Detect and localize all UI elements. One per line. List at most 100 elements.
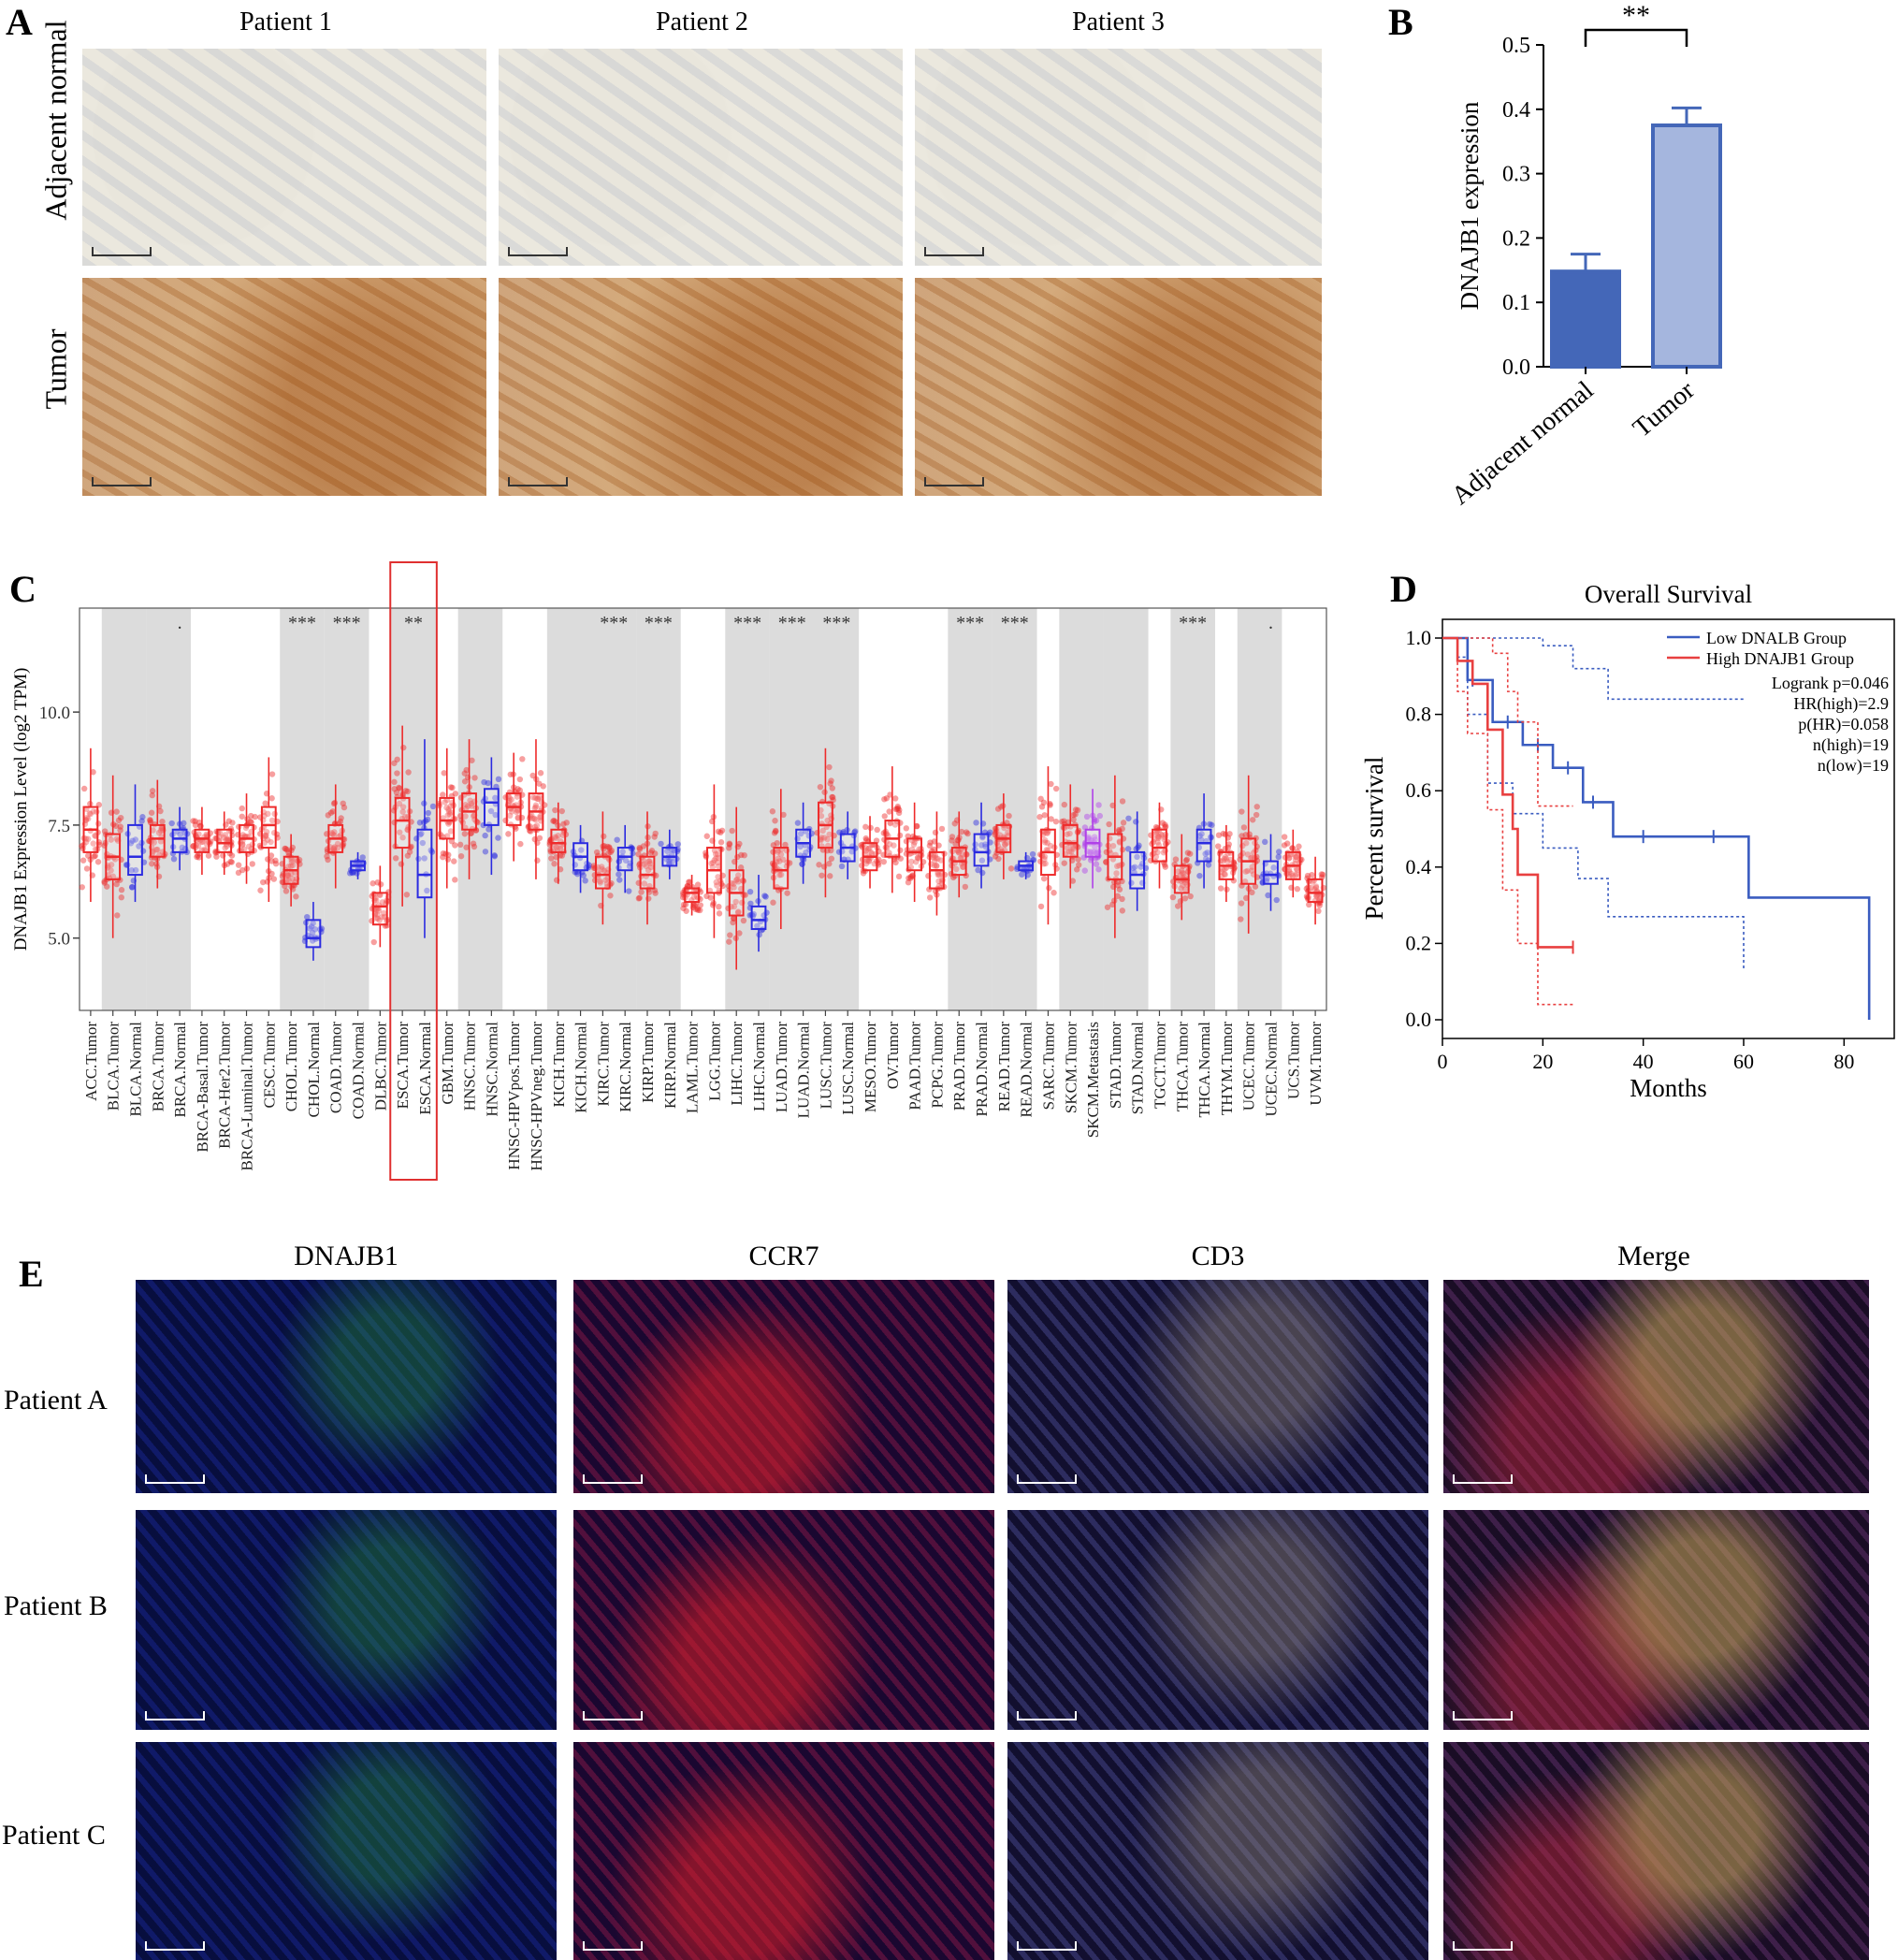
y-axis-label: DNAJB1 expression — [1456, 101, 1484, 310]
data-point — [819, 835, 825, 841]
data-point — [862, 848, 869, 854]
data-point — [1186, 850, 1194, 857]
highlight-box — [389, 561, 438, 1181]
data-point — [1096, 812, 1104, 820]
legend-label: Low DNALB Group — [1706, 629, 1847, 647]
data-point — [640, 857, 647, 864]
x-tick-label: COAD.Normal — [350, 1022, 368, 1120]
data-point — [933, 862, 940, 869]
data-point — [716, 903, 722, 910]
data-point — [552, 819, 558, 825]
data-point — [738, 851, 745, 859]
significance-label: *** — [822, 613, 850, 633]
data-point — [262, 832, 268, 839]
scale-bar — [583, 1474, 643, 1484]
data-point — [396, 785, 403, 791]
data-point — [293, 893, 299, 900]
data-point — [1244, 851, 1252, 858]
data-point — [157, 827, 165, 835]
data-point — [118, 887, 125, 893]
data-point — [737, 864, 745, 871]
data-point — [927, 839, 934, 846]
panel-a-row-normal: Adjacent normal — [38, 20, 73, 221]
data-point — [1041, 856, 1048, 863]
data-point — [636, 845, 643, 851]
data-point — [514, 807, 521, 814]
data-point — [915, 854, 921, 861]
x-tick-label: KIRP.Tumor — [639, 1022, 657, 1103]
data-point — [1006, 812, 1012, 820]
data-point — [239, 813, 245, 820]
shaded-band — [636, 608, 681, 1010]
data-point — [551, 861, 558, 867]
data-point — [911, 839, 918, 846]
panel-e-letter: E — [19, 1253, 44, 1295]
data-point — [268, 795, 275, 802]
data-point — [1087, 849, 1094, 856]
data-point — [777, 851, 785, 858]
y-tick-label: 10.0 — [39, 704, 70, 723]
data-point — [1238, 916, 1244, 922]
data-point — [375, 907, 383, 914]
data-point — [1221, 870, 1228, 878]
data-point — [1224, 858, 1231, 865]
data-point — [848, 849, 855, 855]
data-point — [735, 878, 742, 885]
x-tick-label: BRCA.Tumor — [149, 1022, 167, 1112]
data-point — [79, 884, 85, 891]
data-point — [1304, 872, 1311, 879]
data-point — [734, 853, 741, 861]
box — [505, 792, 522, 826]
if-ccr7-patient-a — [573, 1280, 994, 1493]
data-point — [514, 806, 521, 813]
data-point — [1116, 826, 1123, 834]
data-point — [338, 815, 344, 821]
ihc-tumor-patient-2 — [499, 278, 903, 496]
data-point — [1047, 842, 1054, 849]
data-point — [425, 809, 432, 817]
data-point — [895, 873, 903, 880]
data-point — [893, 806, 901, 812]
data-point — [908, 846, 916, 853]
box — [127, 823, 143, 877]
data-point — [932, 857, 938, 864]
if-dnajb1-patient-c — [136, 1742, 557, 1960]
data-point — [463, 766, 470, 774]
data-point — [516, 787, 524, 793]
data-point — [652, 850, 659, 857]
ci-lower — [1442, 637, 1573, 1006]
scale-bar — [583, 1941, 643, 1951]
data-point — [391, 786, 398, 792]
data-point — [1037, 903, 1045, 910]
data-point — [532, 817, 539, 823]
data-point — [506, 812, 514, 820]
data-point — [829, 793, 836, 801]
panel-e-row-a: Patient A — [4, 1385, 108, 1416]
data-point — [128, 883, 136, 891]
data-point — [537, 814, 543, 820]
data-point — [1095, 866, 1102, 873]
data-point — [770, 842, 777, 849]
box — [194, 828, 210, 853]
data-point — [645, 858, 652, 864]
data-point — [262, 833, 268, 840]
data-point — [270, 876, 278, 882]
data-point — [287, 863, 295, 870]
data-point — [552, 806, 558, 814]
data-point — [289, 862, 297, 869]
data-point — [770, 899, 776, 906]
data-point — [337, 818, 344, 825]
data-point — [537, 813, 543, 820]
data-point — [495, 776, 502, 783]
data-point — [715, 863, 722, 870]
data-point — [1154, 849, 1161, 856]
data-point — [129, 837, 136, 844]
data-point — [1041, 812, 1048, 819]
data-point — [268, 817, 276, 824]
data-point — [1074, 806, 1081, 814]
data-point — [532, 794, 539, 802]
data-point — [397, 829, 403, 835]
data-point — [860, 870, 867, 877]
data-point — [717, 829, 724, 836]
data-point — [709, 864, 717, 871]
